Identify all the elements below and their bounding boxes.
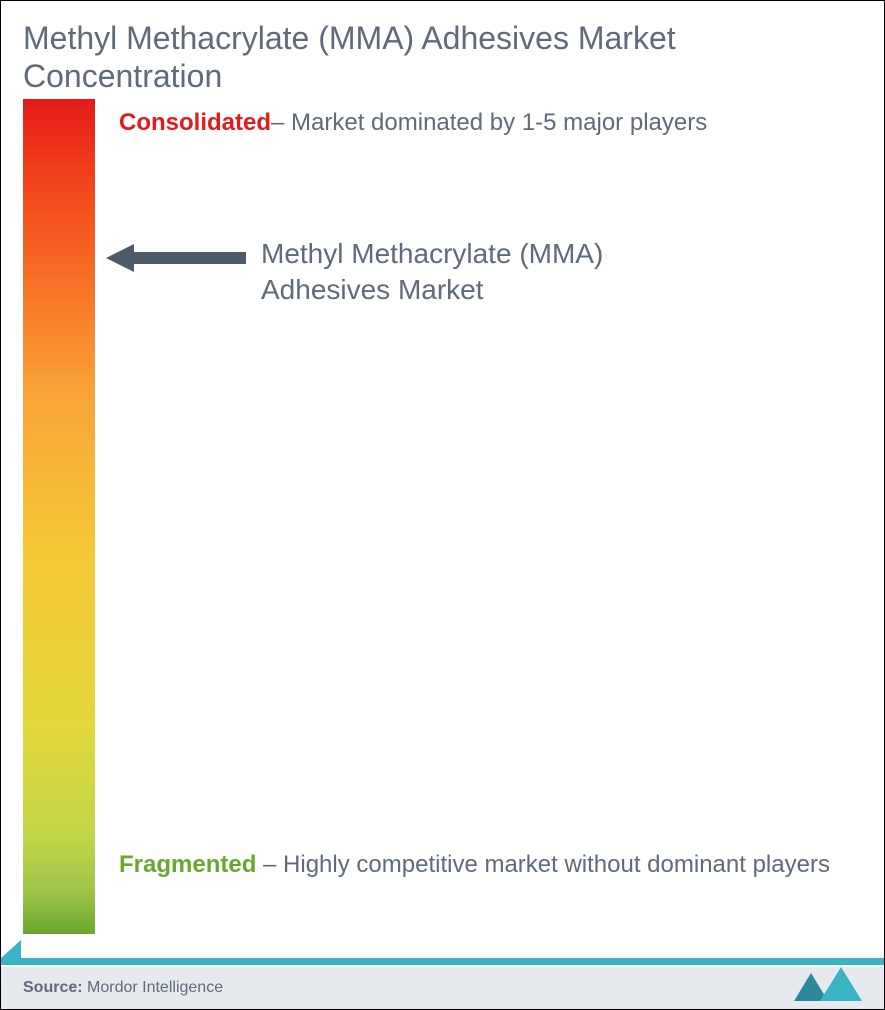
chart-content: Consolidated– Market dominated by 1-5 ma… [1, 96, 884, 111]
fragmented-text: – Highly competitive market without domi… [256, 851, 830, 878]
source-label: Source: [23, 979, 87, 996]
market-position-label: Methyl Methacrylate (MMA) Adhesives Mark… [261, 236, 711, 309]
source-value: Mordor Intelligence [87, 979, 223, 996]
accent-line [1, 958, 884, 965]
consolidated-description: Consolidated– Market dominated by 1-5 ma… [119, 101, 844, 144]
arrow-left-icon [106, 244, 246, 272]
accent-triangle [1, 940, 21, 958]
fragmented-label: Fragmented [119, 851, 256, 878]
market-position-marker: Methyl Methacrylate (MMA) Adhesives Mark… [106, 236, 711, 309]
chart-footer: Source: Mordor Intelligence [1, 967, 884, 1009]
consolidated-label: Consolidated [119, 109, 271, 136]
consolidated-text: – Market dominated by 1-5 major players [271, 109, 707, 136]
concentration-gradient-bar [23, 99, 95, 934]
brand-logo-icon [794, 967, 862, 1001]
chart-title: Methyl Methacrylate (MMA) Adhesives Mark… [1, 1, 884, 96]
fragmented-description: Fragmented – Highly competitive market w… [119, 843, 844, 886]
